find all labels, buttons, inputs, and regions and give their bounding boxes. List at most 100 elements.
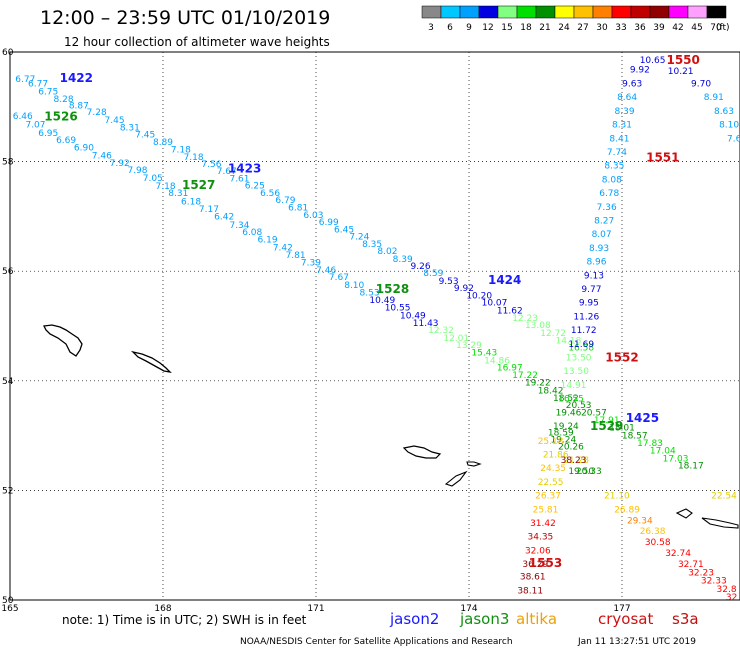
swh-value: 17.22 xyxy=(512,371,538,381)
swh-value: 26.37 xyxy=(535,492,561,502)
swh-value: 6.81 xyxy=(288,203,308,213)
legend-swatch xyxy=(516,5,537,19)
swh-value: 7.67 xyxy=(329,273,349,283)
swh-value: 30.58 xyxy=(645,538,671,548)
swh-value: 10.55 xyxy=(385,304,411,314)
legend-label: 36 xyxy=(634,23,646,33)
chart-title: 12:00 – 23:59 UTC 01/10/2019 xyxy=(40,7,330,29)
swh-value: 34.35 xyxy=(528,533,554,543)
legend-swatch xyxy=(478,5,499,19)
swh-value: 7.45 xyxy=(105,116,125,126)
y-tick-label: 50 xyxy=(2,596,14,606)
swh-value: 6.69 xyxy=(56,136,76,146)
swh-value: 6.42 xyxy=(214,213,234,223)
legend-label: 30 xyxy=(596,23,608,33)
lat-lon-grid xyxy=(10,52,740,600)
legend-swatch xyxy=(440,5,461,19)
swh-value: 8.31 xyxy=(120,123,140,133)
swh-value: 18.42 xyxy=(538,386,564,396)
swh-value: 6.25 xyxy=(245,181,265,191)
swh-value: 7.42 xyxy=(273,243,293,253)
satellite-key: jason2 jason3 altika cryosat s3a xyxy=(389,610,699,628)
pass-id-label: 1552 xyxy=(605,351,638,365)
swh-value: 29.34 xyxy=(627,516,653,526)
swh-value: 32.23 xyxy=(688,568,714,578)
swh-value: 12.72 xyxy=(540,329,566,339)
swh-value: 22.54 xyxy=(711,492,737,502)
pass-id-label: 1550 xyxy=(666,53,699,67)
swh-value: 8.08 xyxy=(602,175,622,185)
swh-value: 11.72 xyxy=(571,326,597,336)
swh-value: 9.95 xyxy=(579,299,599,309)
swh-value: 7.46 xyxy=(316,266,336,276)
swh-value: 16.55 xyxy=(558,395,584,405)
legend-swatch xyxy=(573,5,594,19)
swh-value: 7.98 xyxy=(127,166,147,176)
swh-value: 7.18 xyxy=(184,153,204,163)
legend-label: 27 xyxy=(577,23,588,33)
island-adak xyxy=(675,508,693,519)
swh-value: 13.50 xyxy=(566,354,592,364)
x-tick-label: 174 xyxy=(460,604,477,614)
swh-value: 7.56 xyxy=(201,160,221,170)
swh-value: 8.10 xyxy=(344,281,364,291)
legend-unit: (ft) xyxy=(716,23,730,33)
satellite-name: cryosat xyxy=(598,610,653,628)
legend-label: 9 xyxy=(466,23,472,33)
pass-id-label: 1424 xyxy=(488,273,521,287)
swh-value: 11.43 xyxy=(413,319,439,329)
swh-value: 32 xyxy=(726,593,737,603)
swh-value: 17.03 xyxy=(663,454,689,464)
legend-swatch xyxy=(554,5,575,19)
swh-value: 24.35 xyxy=(540,464,566,474)
swh-value: 21.28 xyxy=(563,456,589,466)
swh-value: 9.92 xyxy=(454,284,474,294)
swh-value: 25.81 xyxy=(533,505,559,515)
swh-value: 18.17 xyxy=(678,461,704,471)
swh-value: 8.64 xyxy=(617,93,637,103)
y-tick-label: 56 xyxy=(2,267,14,277)
swh-value: 16.58 xyxy=(568,344,594,354)
island-amchitka xyxy=(444,470,468,487)
swh-value: 11.69 xyxy=(568,340,594,350)
satellite-name: altika xyxy=(516,610,557,628)
swh-value: 16.97 xyxy=(497,363,523,373)
plot-frame xyxy=(9,51,740,601)
swh-value: 7.61 xyxy=(229,174,249,184)
legend-label: 42 xyxy=(672,23,683,33)
y-tick-label: 54 xyxy=(2,377,14,387)
swh-value: 6.78 xyxy=(599,189,619,199)
y-tick-label: 60 xyxy=(2,48,14,58)
island-kiska xyxy=(402,445,442,459)
swh-value: 6.90 xyxy=(74,144,94,154)
swh-value: 8.31 xyxy=(612,121,632,131)
swh-value: 20.33 xyxy=(576,467,602,477)
legend-label: 15 xyxy=(501,23,512,33)
swh-value: 32.8 xyxy=(717,585,737,595)
y-axis-ticks: 50 52 54 56 58 60 xyxy=(2,48,14,606)
swh-value: 7.45 xyxy=(135,130,155,140)
pass-id-label: 1425 xyxy=(626,411,659,425)
aleutian-islands xyxy=(43,324,739,529)
swh-value: 11.26 xyxy=(573,312,599,322)
legend-label: 18 xyxy=(520,23,532,33)
swh-value: 12.01 xyxy=(443,334,469,344)
swh-value: 8.63 xyxy=(714,107,734,117)
satellite-name: jason3 xyxy=(459,610,509,628)
swh-value: 7.17 xyxy=(199,205,219,215)
swh-value: 6.77 xyxy=(15,75,35,85)
swh-value: 8.87 xyxy=(69,101,89,111)
pass-id-label: 1553 xyxy=(529,556,562,570)
swh-value: 21.86 xyxy=(543,451,569,461)
satellite-name: jason2 xyxy=(389,610,439,628)
swh-value: 32.06 xyxy=(525,546,551,556)
swh-value: 12.32 xyxy=(428,326,454,336)
swh-value: 10.21 xyxy=(668,67,694,77)
swh-value: 13.08 xyxy=(525,321,551,331)
pass-id-label: 1551 xyxy=(646,151,679,165)
swh-value: 14.91 xyxy=(561,381,587,391)
pass-id-label: 1422 xyxy=(60,71,93,85)
wave-height-legend: 3 6 9 12 15 18 21 24 27 30 33 36 39 42 45 70 xyxy=(421,5,727,33)
swh-value: 10.49 xyxy=(369,296,395,306)
swh-value: 19.46 xyxy=(556,408,582,418)
